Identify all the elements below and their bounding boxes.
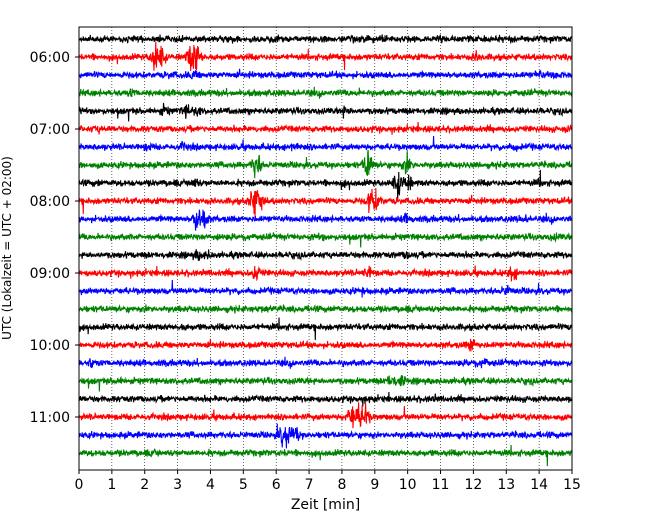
x-tick-label: 14 — [530, 477, 548, 493]
seismogram-trace — [79, 188, 572, 219]
seismogram-trace — [79, 209, 572, 231]
x-tick-label: 15 — [563, 477, 581, 493]
seismogram-trace — [79, 280, 572, 298]
y-tick-label: 06:00 — [30, 50, 70, 66]
y-tick-label: 10:00 — [30, 338, 70, 354]
seismogram-traces — [79, 34, 572, 467]
seismogram-trace — [79, 265, 572, 282]
plot-frame — [78, 26, 573, 471]
x-axis-ticks: 0 1 2 3 4 5 6 7 8 9 10 11 12 13 14 15 — [75, 470, 581, 493]
x-tick-label: 4 — [206, 477, 215, 493]
x-tick-label: 3 — [173, 477, 182, 493]
seismogram-trace — [79, 102, 572, 122]
x-tick-label: 13 — [497, 477, 515, 493]
x-tick-label: 0 — [75, 477, 84, 493]
x-tick-label: 9 — [370, 477, 379, 493]
seismogram-trace — [79, 41, 572, 72]
x-tick-label: 6 — [272, 477, 281, 493]
seismogram-trace — [79, 149, 572, 179]
x-tick-label: 2 — [140, 477, 149, 493]
seismogram-trace — [79, 231, 572, 248]
seismogram-trace — [79, 356, 572, 369]
y-axis-label: UTC (Lokalzeit = UTC + 02:00) — [0, 156, 14, 340]
seismogram-trace — [79, 391, 572, 407]
y-tick-label: 09:00 — [30, 266, 70, 282]
vertical-grid-lines — [111, 27, 540, 470]
y-tick-label: 08:00 — [30, 194, 70, 210]
x-tick-label: 7 — [305, 477, 314, 493]
x-tick-label: 12 — [464, 477, 482, 493]
x-tick-label: 11 — [432, 477, 450, 493]
seismogram-trace — [79, 317, 572, 341]
y-axis-ticks: 06:00 07:00 08:00 09:00 10:00 11:00 — [30, 50, 79, 426]
x-tick-label: 8 — [337, 477, 346, 493]
seismogram-trace — [79, 303, 572, 315]
seismogram-trace — [79, 136, 572, 152]
y-tick-label: 11:00 — [30, 410, 70, 426]
seismogram-trace — [79, 338, 572, 352]
seismogram-trace — [79, 249, 572, 262]
x-tick-label: 10 — [399, 477, 417, 493]
seismogram-trace — [79, 374, 572, 392]
seismogram-trace — [79, 423, 572, 449]
seismogram-trace — [79, 121, 572, 135]
x-tick-label: 5 — [239, 477, 248, 493]
y-tick-label: 07:00 — [30, 122, 70, 138]
x-tick-label: 1 — [107, 477, 116, 493]
seismogram-trace — [79, 444, 572, 467]
x-axis-label: Zeit [min] — [291, 497, 360, 513]
seismogram-trace — [79, 68, 572, 80]
seismogram-trace — [79, 402, 572, 429]
seismogram-trace — [79, 169, 572, 201]
seismogram-trace — [79, 34, 572, 44]
seismogram-trace — [79, 86, 572, 99]
